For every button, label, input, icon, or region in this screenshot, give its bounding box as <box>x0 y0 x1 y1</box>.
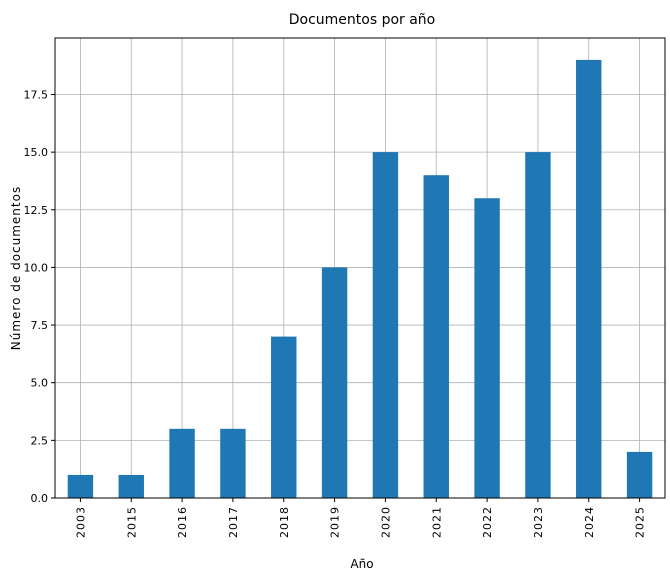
y-tick-label: 2.5 <box>31 434 49 447</box>
y-tick-label: 12.5 <box>24 204 49 217</box>
y-tick-label: 7.5 <box>31 319 49 332</box>
bar-2022 <box>474 198 500 499</box>
x-tick-label: 2020 <box>379 506 392 538</box>
bars <box>67 59 653 499</box>
plot-frame <box>54 37 666 499</box>
x-tick-label: 2025 <box>634 506 647 538</box>
x-tick-label: 2003 <box>74 506 87 538</box>
bar-2020 <box>372 152 399 498</box>
bar-2017 <box>220 428 246 498</box>
bar-2019 <box>321 267 348 498</box>
x-tick-label: 2023 <box>532 506 545 538</box>
x-tick-label: 2015 <box>125 506 138 538</box>
y-tick-label: 15.0 <box>24 146 49 159</box>
x-tick-label: 2021 <box>430 506 443 538</box>
bar-2015 <box>118 474 144 498</box>
bar-2023 <box>525 152 551 498</box>
bar-2016 <box>169 428 195 498</box>
grid-lines <box>55 38 665 499</box>
bar-2018 <box>271 336 297 498</box>
y-tick-label: 10.0 <box>24 261 49 274</box>
y-axis-label: Número de documentos <box>9 186 23 350</box>
x-tick-label: 2016 <box>176 506 189 538</box>
x-tick-label: 2019 <box>329 506 342 538</box>
bar-2024 <box>576 59 602 499</box>
x-tick-label: 2024 <box>583 506 596 538</box>
bar-2003 <box>67 474 94 498</box>
y-tick-label: 0.0 <box>31 492 49 505</box>
y-tick-label: 5.0 <box>31 377 49 390</box>
x-tick-label: 2018 <box>278 506 291 538</box>
y-tick-label: 17.5 <box>24 88 49 101</box>
x-tick-label: 2017 <box>227 506 240 538</box>
x-tick-label: 2022 <box>481 506 494 538</box>
bar-2025 <box>626 451 653 498</box>
x-axis-ticks: 2003 2015 2016 2017 2018 2019 2020 2021 2022 2023… <box>74 498 647 538</box>
y-axis-ticks: 0.0 2.5 5.0 7.5 10.0 12.5 15.0 17.5 <box>24 88 55 505</box>
x-axis-label: Año <box>350 557 373 571</box>
chart-title: Documentos por año <box>289 12 436 28</box>
bar-2021 <box>423 175 449 498</box>
